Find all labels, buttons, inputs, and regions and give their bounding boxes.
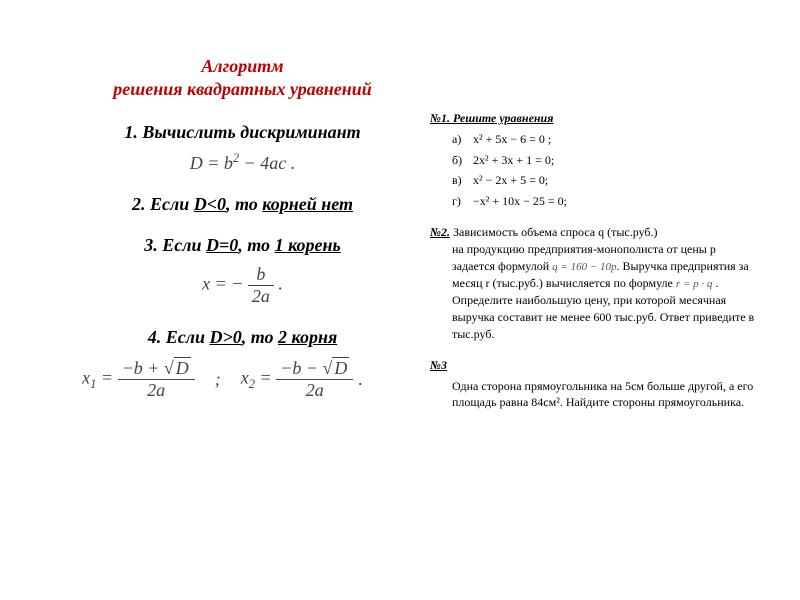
x2-num: −b − D (276, 358, 353, 380)
main-title: Алгоритм решения квадратных уравнений (75, 55, 410, 102)
x1-block: x1 = −b + D 2a (82, 358, 195, 401)
problem-3-body: Одна сторона прямоугольника на 5см больш… (452, 378, 760, 412)
step-2: 2. Если D<0, то корней нет (75, 194, 410, 215)
eq-c-body: x² − 2x + 5 = 0 (473, 173, 545, 187)
x1-num: −b + D (118, 358, 195, 380)
s3-tail: 1 корень (275, 235, 341, 255)
x1-sqrt: D (174, 357, 191, 378)
problem-1-title: №1. Решите уравнения (430, 110, 760, 127)
s4-cond: D>0 (210, 327, 242, 347)
title-line2: решения квадратных уравнений (113, 79, 372, 99)
xs-lhs: x = − (202, 273, 243, 293)
problem-3-title: №3 (430, 357, 760, 374)
x2-eq: = (255, 367, 276, 387)
eq-c-tail: ; (545, 173, 548, 187)
eq-b-body: 2x² + 3x + 1 = 0 (473, 153, 551, 167)
p2-text1: Зависимость объема спроса q (тыс.руб.) (453, 225, 658, 239)
problem-2-title: №2. (430, 225, 450, 239)
x2-sqrt: D (332, 357, 349, 378)
x1-numpre: −b + (122, 358, 164, 378)
p2-formula1: q = 160 − 10p (552, 261, 616, 273)
s2-mid: , то (226, 194, 262, 214)
xs-den: 2a (248, 286, 274, 307)
eq-c: в) x² − 2x + 5 = 0; (452, 172, 760, 189)
problem-2-body: на продукцию предприятия-монополиста от … (452, 241, 760, 343)
eq-d-tail: ; (564, 194, 567, 208)
x2-den: 2a (276, 380, 353, 401)
x1-frac: −b + D 2a (118, 358, 195, 401)
eq-b-tail: ; (551, 153, 554, 167)
title-line1: Алгоритм (201, 56, 283, 76)
x1-lhs: x (82, 367, 90, 387)
s3-cond: D=0 (206, 235, 238, 255)
disc-tail: − 4ac (239, 153, 286, 173)
s3-pre: 3. Если (144, 235, 206, 255)
xs-period: . (274, 273, 283, 293)
x2-numpre: −b − (280, 358, 322, 378)
eq-a: а) x² + 5x − 6 = 0 ; (452, 131, 760, 148)
disc-b: b (224, 153, 233, 173)
single-root-formula: x = − b 2a . (75, 264, 410, 307)
eq-b: б) 2x² + 3x + 1 = 0; (452, 152, 760, 169)
roots-period: . (358, 369, 363, 390)
step-1: 1. Вычислить дискриминант (75, 122, 410, 143)
eq-b-label: б) (452, 152, 470, 169)
s4-pre: 4. Если (148, 327, 210, 347)
x1-den: 2a (118, 380, 195, 401)
step-4: 4. Если D>0, то 2 корня (75, 327, 410, 348)
disc-period: . (286, 153, 295, 173)
problem-1-body: а) x² + 5x − 6 = 0 ; б) 2x² + 3x + 1 = 0… (452, 131, 760, 210)
step-3: 3. Если D=0, то 1 корень (75, 235, 410, 256)
s4-tail: 2 корня (278, 327, 337, 347)
problems-panel: №1. Решите уравнения а) x² + 5x − 6 = 0 … (430, 110, 760, 425)
sqrt-icon (164, 358, 174, 378)
s2-pre: 2. Если (132, 194, 194, 214)
p2-formula2: r = p · q (676, 278, 712, 290)
eq-c-label: в) (452, 172, 470, 189)
eq-a-tail: ; (548, 132, 551, 146)
eq-d-label: г) (452, 193, 470, 210)
s2-cond: D<0 (194, 194, 226, 214)
x2-lhs: x (241, 367, 249, 387)
two-roots-formula: x1 = −b + D 2a ; x2 = −b − D 2a . (35, 358, 410, 401)
xs-num: b (248, 264, 274, 286)
problem-3: №3 Одна сторона прямоугольника на 5см бо… (430, 357, 760, 411)
disc-lhs: D (190, 153, 203, 173)
sqrt-icon (323, 358, 333, 378)
algorithm-panel: Алгоритм решения квадратных уравнений 1.… (75, 55, 410, 401)
x1-eq: = (96, 367, 117, 387)
eq-a-label: а) (452, 131, 470, 148)
eq-d: г) −x² + 10x − 25 = 0; (452, 193, 760, 210)
s2-tail: корней нет (262, 194, 353, 214)
s3-mid: , то (238, 235, 274, 255)
s4-mid: , то (242, 327, 278, 347)
xs-frac: b 2a (248, 264, 274, 307)
problem-2: №2. Зависимость объема спроса q (тыс.руб… (430, 224, 760, 343)
discriminant-formula: D = b2 − 4ac . (75, 151, 410, 174)
x2-block: x2 = −b − D 2a (241, 358, 354, 401)
eq-d-body: −x² + 10x − 25 = 0 (473, 194, 564, 208)
eq-a-body: x² + 5x − 6 = 0 (473, 132, 545, 146)
roots-sep: ; (215, 369, 221, 390)
x2-frac: −b − D 2a (276, 358, 353, 401)
disc-eq: = (203, 153, 224, 173)
